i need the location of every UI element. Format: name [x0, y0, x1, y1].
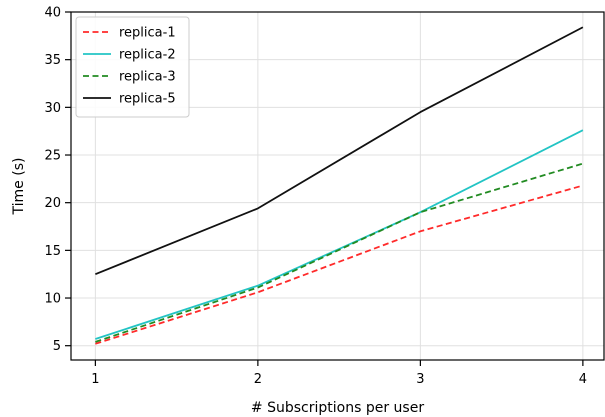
y-tick-label: 10 [44, 292, 61, 307]
series-lines [95, 26, 584, 345]
y-tick-label: 35 [44, 53, 61, 68]
legend: replica-1 replica-2 replica-3 replica-5 [75, 16, 190, 118]
plot-frame [70, 11, 605, 361]
series-line-replica-1 [95, 184, 584, 345]
y-tick-label: 40 [44, 6, 61, 21]
axis-ticks: 1 2 3 4 5 10 15 20 25 30 35 40 [44, 6, 587, 388]
y-tick-label: 25 [44, 149, 61, 164]
x-tick-label: 4 [579, 372, 587, 387]
y-axis-label: Time (s) [11, 158, 27, 216]
y-tick-label: 20 [44, 196, 61, 211]
series-line-replica-5 [95, 26, 584, 276]
series-line-replica-3 [95, 162, 584, 343]
legend-label-replica-2: replica-2 [119, 48, 176, 63]
y-tick-label: 5 [53, 339, 61, 354]
legend-label-replica-5: replica-5 [119, 92, 176, 107]
x-tick-label: 3 [416, 372, 424, 387]
y-tick-label: 15 [44, 244, 61, 259]
x-tick-label: 1 [91, 372, 99, 387]
series-line-replica-2 [95, 129, 584, 340]
legend-label-replica-1: replica-1 [119, 26, 176, 41]
y-tick-label: 30 [44, 101, 61, 116]
legend-box [75, 16, 190, 118]
x-tick-label: 2 [254, 372, 262, 387]
legend-label-replica-3: replica-3 [119, 70, 176, 85]
x-axis-label: # Subscriptions per user [251, 400, 424, 416]
